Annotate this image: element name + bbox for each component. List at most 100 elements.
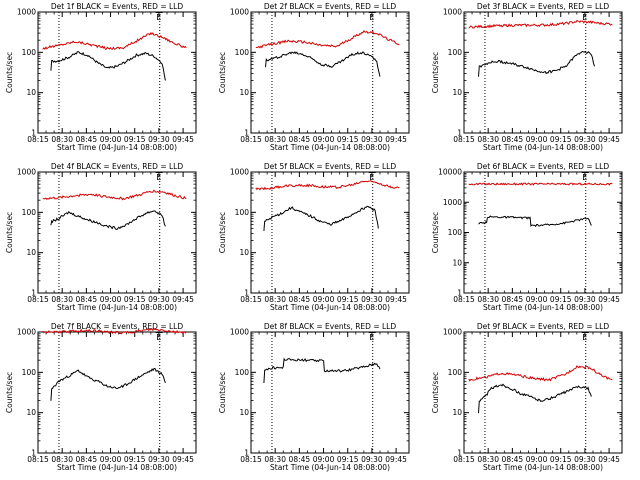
x-tick-label: 09:30 — [574, 135, 596, 144]
y-tick-label: 10 — [239, 88, 249, 97]
y-tick-label: 100 — [235, 208, 250, 217]
time-marker-label: E — [582, 13, 587, 22]
time-marker-label: E — [369, 13, 374, 22]
series-line-events — [263, 357, 381, 384]
y-tick-label: 1 — [244, 289, 249, 298]
x-tick-label: 08:45 — [502, 135, 524, 144]
x-tick-label: 08:45 — [502, 455, 524, 464]
y-tick-label: 10 — [452, 408, 462, 417]
series-line-events — [478, 215, 592, 228]
y-tick-label: 1 — [244, 449, 249, 458]
x-tick-label: 08:45 — [289, 295, 311, 304]
time-marker-label: E — [369, 333, 374, 342]
chart-panel-2: Det 2f BLACK = Events, RED = LLD 1 10 100 10… — [218, 2, 410, 152]
x-tick-label: 09:45 — [172, 135, 194, 144]
y-axis-label: Counts/sec — [431, 212, 440, 253]
x-tick-label: 09:00 — [100, 135, 122, 144]
x-tick-label: 08:30 — [264, 295, 286, 304]
time-marker-label: E — [156, 173, 161, 182]
chart-title: Det 7f BLACK = Events, RED = LLD — [51, 322, 184, 331]
y-tick-label: 1000 — [17, 328, 36, 337]
y-tick-label: 1000 — [17, 168, 36, 177]
y-tick-label: 1 — [31, 129, 36, 138]
x-tick-label: 09:00 — [100, 295, 122, 304]
x-tick-label: 09:45 — [598, 135, 620, 144]
plot-frame — [37, 171, 197, 294]
x-tick-label: 08:30 — [51, 295, 73, 304]
series-line-lld — [255, 180, 400, 191]
x-tick-label: 09:30 — [361, 455, 383, 464]
y-tick-label: 1 — [244, 129, 249, 138]
series-line-lld — [468, 182, 613, 186]
chart-title: Det 1f BLACK = Events, RED = LLD — [51, 2, 184, 11]
series-line-lld — [255, 29, 400, 49]
x-tick-label: 08:45 — [76, 135, 98, 144]
x-tick-label: 08:15 — [27, 455, 49, 464]
series-line-events — [50, 210, 166, 231]
x-axis-label: Start Time (04-Jun-14 08:08:00) — [270, 463, 390, 472]
x-tick-label: 09:45 — [172, 455, 194, 464]
y-tick-label: 1 — [457, 289, 462, 298]
x-tick-label: 09:00 — [526, 135, 548, 144]
x-tick-label: 09:15 — [337, 295, 359, 304]
x-tick-label: 08:30 — [477, 135, 499, 144]
y-axis-label: Counts/sec — [431, 52, 440, 93]
x-tick-label: 09:00 — [313, 135, 335, 144]
y-tick-label: 10000 — [438, 168, 462, 177]
chart-panel-8: Det 8f BLACK = Events, RED = LLD 1 10 100 10… — [218, 322, 410, 472]
x-axis-label: Start Time (04-Jun-14 08:08:00) — [483, 463, 603, 472]
x-tick-label: 09:45 — [598, 455, 620, 464]
time-marker-label: E — [156, 333, 161, 342]
y-tick-label: 10 — [452, 88, 462, 97]
x-tick-label: 08:45 — [76, 295, 98, 304]
x-tick-label: 09:15 — [550, 135, 572, 144]
x-tick-label: 08:15 — [453, 455, 475, 464]
chart-title: Det 8f BLACK = Events, RED = LLD — [264, 322, 397, 331]
x-tick-label: 08:30 — [477, 455, 499, 464]
time-marker-label: E — [156, 13, 161, 22]
x-tick-label: 09:00 — [526, 295, 548, 304]
chart-panel-7: Det 7f BLACK = Events, RED = LLD 1 10 100 10… — [5, 322, 197, 472]
y-tick-label: 1000 — [17, 8, 36, 17]
x-tick-label: 08:45 — [289, 455, 311, 464]
series-line-events — [50, 51, 166, 81]
x-tick-label: 08:15 — [453, 135, 475, 144]
x-tick-label: 09:15 — [337, 455, 359, 464]
y-tick-label: 1 — [457, 449, 462, 458]
y-axis-label: Counts/sec — [431, 372, 440, 413]
x-tick-label: 08:15 — [240, 135, 262, 144]
x-tick-label: 09:30 — [148, 455, 170, 464]
y-tick-label: 10 — [452, 258, 462, 267]
time-marker-label: E — [369, 173, 374, 182]
x-tick-label: 08:15 — [27, 295, 49, 304]
y-tick-label: 100 — [235, 368, 250, 377]
series-line-lld — [42, 31, 187, 50]
plot-frame — [250, 11, 410, 134]
x-tick-label: 08:30 — [264, 135, 286, 144]
y-tick-label: 1 — [31, 449, 36, 458]
chart-panel-3: Det 3f BLACK = Events, RED = LLD 1 10 100 10… — [431, 2, 623, 152]
y-tick-label: 100 — [22, 208, 37, 217]
x-tick-label: 09:45 — [172, 295, 194, 304]
y-tick-label: 100 — [448, 368, 463, 377]
x-tick-label: 09:30 — [574, 455, 596, 464]
x-tick-label: 09:15 — [337, 135, 359, 144]
y-tick-label: 10 — [239, 408, 249, 417]
x-tick-label: 08:15 — [240, 295, 262, 304]
y-tick-label: 1000 — [443, 328, 462, 337]
x-tick-label: 09:45 — [385, 295, 407, 304]
chart-title: Det 4f BLACK = Events, RED = LLD — [51, 162, 184, 171]
chart-title: Det 9f BLACK = Events, RED = LLD — [477, 322, 610, 331]
plot-frame — [37, 331, 197, 454]
y-tick-label: 100 — [448, 48, 463, 57]
x-tick-label: 08:30 — [477, 295, 499, 304]
x-axis-label: Start Time (04-Jun-14 08:08:00) — [270, 143, 390, 152]
x-tick-label: 09:30 — [148, 135, 170, 144]
time-marker-label: E — [582, 333, 587, 342]
x-tick-label: 09:15 — [550, 455, 572, 464]
x-tick-label: 08:45 — [76, 455, 98, 464]
x-tick-label: 08:30 — [51, 135, 73, 144]
x-tick-label: 09:45 — [598, 295, 620, 304]
y-tick-label: 10 — [26, 88, 36, 97]
